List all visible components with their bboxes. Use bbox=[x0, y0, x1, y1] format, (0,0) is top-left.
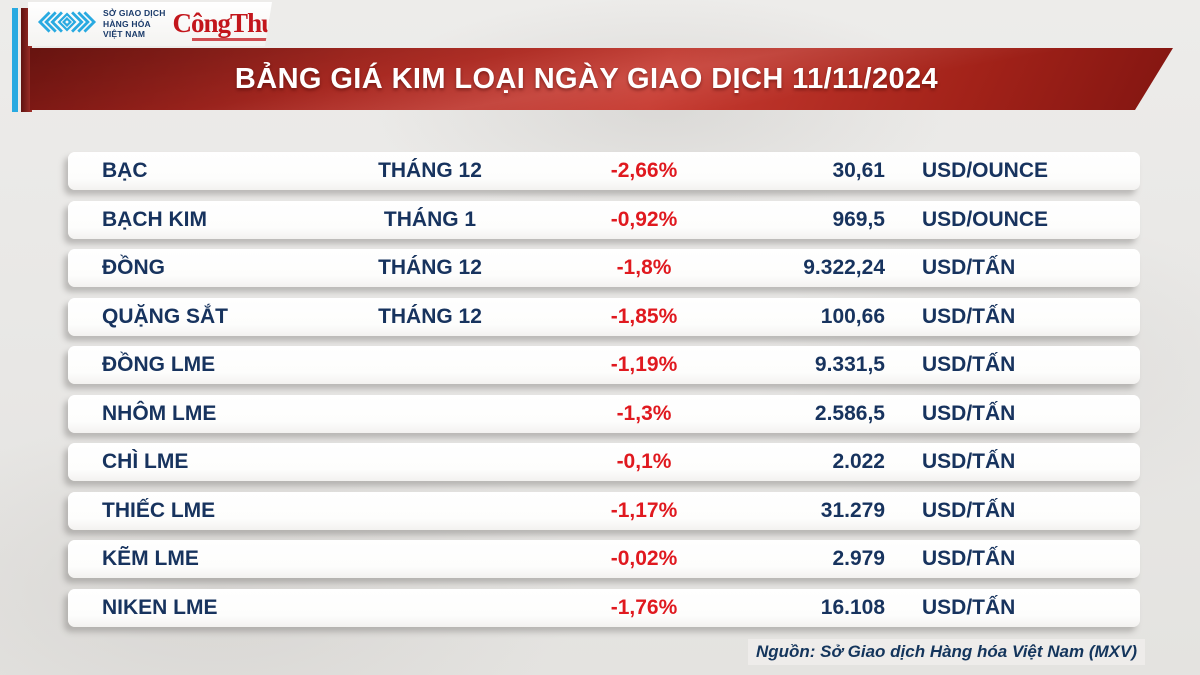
mxv-text-line2: HÀNG HÓA bbox=[103, 18, 151, 29]
mxv-text-line1: SỞ GIAO DỊCH bbox=[103, 8, 166, 19]
percent-change: -1,85% bbox=[610, 304, 678, 328]
price-value: 100,66 bbox=[820, 304, 885, 328]
percent-change: -1,17% bbox=[610, 498, 678, 522]
table-row: BẠCH KIM THÁNG 1 -0,92% 969,5 USD/OUNCE bbox=[68, 200, 1140, 239]
contract-month: THÁNG 12 bbox=[378, 304, 482, 328]
price-unit: USD/TẤN bbox=[922, 450, 1016, 473]
table-row: ĐỒNG THÁNG 12 -1,8% 9.322,24 USD/TẤN bbox=[68, 249, 1140, 287]
contract-month: THÁNG 12 bbox=[378, 256, 482, 279]
price-value: 2.586,5 bbox=[814, 401, 885, 425]
contract-month: THÁNG 12 bbox=[378, 159, 482, 182]
metal-name: NIKEN LME bbox=[102, 595, 218, 619]
price-unit: USD/TẤN bbox=[922, 401, 1016, 425]
price-value: 9.331,5 bbox=[814, 353, 885, 376]
percent-change: -0,92% bbox=[610, 207, 678, 231]
contract-month: THÁNG 1 bbox=[383, 207, 477, 231]
price-unit: USD/OUNCE bbox=[922, 207, 1049, 231]
page-title: BẢNG GIÁ KIM LOẠI NGÀY GIAO DỊCH 11/11/2… bbox=[234, 62, 939, 95]
percent-change: -1,3% bbox=[616, 401, 672, 425]
price-unit: USD/OUNCE bbox=[922, 159, 1049, 182]
title-banner: BẢNG GIÁ KIM LOẠI NGÀY GIAO DỊCH 11/11/2… bbox=[30, 48, 1173, 110]
price-value: 9.322,24 bbox=[803, 256, 885, 279]
percent-change: -1,19% bbox=[610, 353, 678, 376]
percent-change: -2,66% bbox=[610, 159, 678, 182]
metal-name: ĐỒNG bbox=[102, 256, 165, 279]
congthuong-tagline-bar bbox=[192, 38, 288, 41]
price-value: 31.279 bbox=[820, 498, 885, 522]
metal-name: THIẾC LME bbox=[102, 498, 216, 522]
price-value: 30,61 bbox=[832, 159, 885, 182]
price-value: 2.022 bbox=[832, 450, 885, 473]
left-accent-stripe-maroon bbox=[21, 8, 32, 112]
table-row: NIKEN LME -1,76% 16.108 USD/TẤN bbox=[68, 588, 1140, 627]
metal-name: BẠCH KIM bbox=[102, 207, 207, 231]
price-unit: USD/TẤN bbox=[922, 498, 1016, 522]
price-unit: USD/TẤN bbox=[922, 353, 1016, 376]
source-note: Nguồn: Sở Giao dịch Hàng hóa Việt Nam (M… bbox=[747, 639, 1145, 665]
mxv-logo-icon bbox=[36, 8, 98, 41]
table-row: KẼM LME -0,02% 2.979 USD/TẤN bbox=[68, 540, 1140, 578]
price-unit: USD/TẤN bbox=[922, 304, 1016, 328]
table-row: QUẶNG SẮT THÁNG 12 -1,85% 100,66 USD/TẤN bbox=[68, 297, 1140, 336]
metal-name: CHÌ LME bbox=[102, 450, 189, 473]
table-row: BẠC THÁNG 12 -2,66% 30,61 USD/OUNCE bbox=[68, 152, 1140, 190]
mxv-logo-text: SỞ GIAO DỊCH HÀNG HÓA VIỆT NAM bbox=[103, 8, 166, 40]
price-value: 16.108 bbox=[820, 595, 885, 619]
metal-name: NHÔM LME bbox=[102, 401, 217, 425]
metal-name: KẼM LME bbox=[102, 547, 199, 570]
congthuong-logo: CôngThương bbox=[172, 8, 317, 38]
table-row: THIẾC LME -1,17% 31.279 USD/TẤN bbox=[68, 491, 1140, 530]
price-unit: USD/TẤN bbox=[922, 547, 1016, 570]
metal-name: ĐỒNG LME bbox=[102, 353, 216, 376]
price-unit: USD/TẤN bbox=[922, 256, 1016, 279]
price-value: 969,5 bbox=[832, 207, 885, 231]
price-unit: USD/TẤN bbox=[922, 595, 1016, 619]
logo-card: SỞ GIAO DỊCH HÀNG HÓA VIỆT NAM CôngThươn… bbox=[28, 2, 272, 46]
metal-name: QUẶNG SẮT bbox=[102, 304, 228, 328]
left-accent-stripe-cyan bbox=[12, 8, 18, 112]
percent-change: -1,76% bbox=[610, 595, 678, 619]
table-row: NHÔM LME -1,3% 2.586,5 USD/TẤN bbox=[68, 394, 1140, 433]
percent-change: -0,02% bbox=[610, 547, 678, 570]
table-row: CHÌ LME -0,1% 2.022 USD/TẤN bbox=[68, 443, 1140, 481]
price-value: 2.979 bbox=[832, 547, 885, 570]
price-table: BẠC THÁNG 12 -2,66% 30,61 USD/OUNCE BẠCH… bbox=[68, 152, 1140, 627]
metal-name: BẠC bbox=[102, 159, 148, 182]
percent-change: -0,1% bbox=[616, 450, 672, 473]
table-row: ĐỒNG LME -1,19% 9.331,5 USD/TẤN bbox=[68, 346, 1140, 384]
mxv-text-line3: VIỆT NAM bbox=[103, 29, 146, 40]
percent-change: -1,8% bbox=[616, 256, 672, 279]
